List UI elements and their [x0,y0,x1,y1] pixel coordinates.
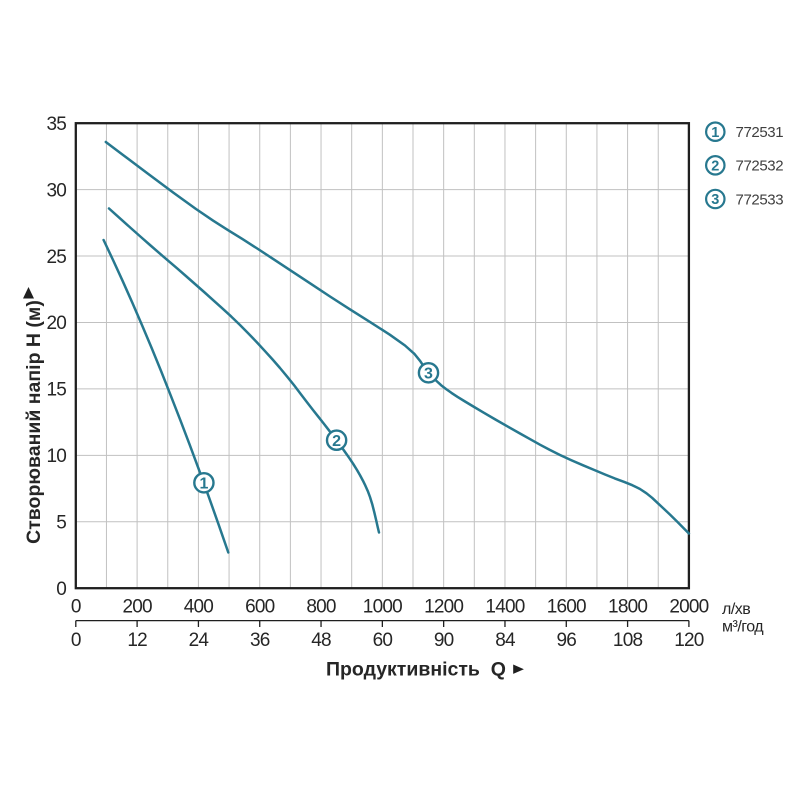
svg-text:800: 800 [306,597,336,618]
svg-text:0: 0 [71,597,81,618]
svg-text:772531: 772531 [736,124,784,141]
svg-text:600: 600 [245,597,275,618]
svg-text:84: 84 [495,630,516,651]
svg-text:25: 25 [46,247,66,268]
svg-text:200: 200 [122,597,152,618]
svg-text:20: 20 [46,313,66,334]
svg-text:15: 15 [46,380,66,401]
svg-text:5: 5 [56,512,66,533]
svg-text:3: 3 [424,366,433,383]
svg-text:1400: 1400 [485,597,524,618]
svg-text:2: 2 [711,159,719,175]
svg-text:1600: 1600 [547,597,586,618]
svg-text:24: 24 [189,630,210,651]
svg-text:772532: 772532 [736,158,784,175]
svg-text:12: 12 [127,630,147,651]
svg-text:10: 10 [46,446,66,467]
svg-text:0: 0 [56,579,66,600]
svg-text:1: 1 [711,125,719,141]
svg-text:1200: 1200 [424,597,463,618]
svg-text:772533: 772533 [736,191,784,208]
svg-text:1800: 1800 [608,597,647,618]
svg-text:96: 96 [557,630,577,651]
svg-text:1000: 1000 [363,597,402,618]
svg-text:Продуктивність Q: Продуктивність Q [326,659,506,681]
svg-text:3: 3 [711,192,719,208]
svg-text:м³/год: м³/год [722,619,764,636]
svg-text:90: 90 [434,630,454,651]
svg-text:л/хв: л/хв [722,601,750,618]
svg-text:120: 120 [674,630,704,651]
svg-text:Створюваний напір H (м): Створюваний напір H (м) [23,300,45,544]
svg-text:36: 36 [250,630,270,651]
svg-text:0: 0 [71,630,81,651]
svg-text:108: 108 [613,630,643,651]
svg-text:48: 48 [311,630,331,651]
svg-text:60: 60 [373,630,393,651]
svg-text:30: 30 [46,180,66,201]
svg-text:1: 1 [199,476,208,493]
svg-text:2000: 2000 [669,597,708,618]
svg-text:35: 35 [46,114,66,135]
svg-text:400: 400 [184,597,214,618]
svg-text:2: 2 [332,433,341,450]
